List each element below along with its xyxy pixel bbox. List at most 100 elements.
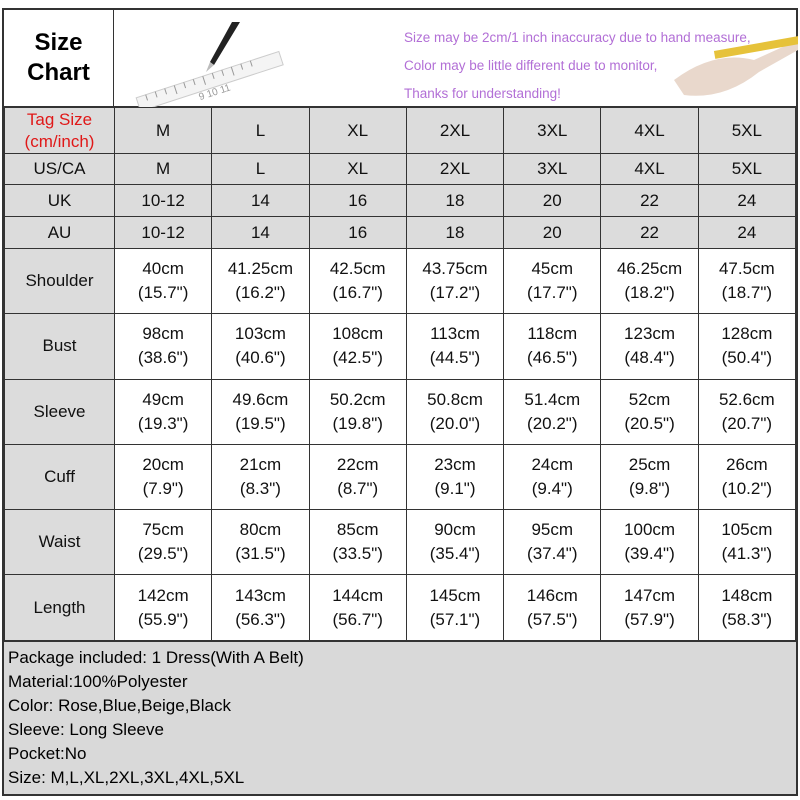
- measurement-cell: 50.8cm (20.0"): [405, 378, 505, 445]
- inch-value: (20.0"): [429, 413, 481, 433]
- row-label: Length: [4, 574, 115, 641]
- measurement-cell: 80cm (31.5"): [211, 509, 310, 576]
- size-cell: 22: [600, 184, 699, 217]
- inch-value: (57.9"): [624, 609, 675, 629]
- measurement-cell: 90cm (35.4"): [405, 509, 505, 576]
- cm-value: 118cm: [527, 324, 578, 344]
- measurement-row: Length 142cm (55.9") 143cm (56.3") 144cm (56.7…: [4, 574, 797, 641]
- inch-value: (50.4"): [721, 348, 773, 368]
- size-cell: 14: [211, 184, 310, 217]
- title-line: Chart: [27, 59, 90, 86]
- cm-value: 90cm: [434, 520, 476, 540]
- inch-value: (33.5"): [332, 544, 383, 564]
- inch-value: (19.3"): [137, 413, 189, 433]
- measurement-cell: 105cm (41.3"): [697, 509, 797, 576]
- row-label: AU: [4, 216, 115, 249]
- cm-value: 43.75cm: [422, 259, 488, 279]
- inch-value: (19.5"): [235, 413, 286, 433]
- measurement-cell: 49cm (19.3"): [113, 378, 213, 445]
- inch-value: (16.7"): [332, 283, 383, 303]
- inch-value: (20.5"): [624, 413, 675, 433]
- cm-value: 49.6cm: [232, 389, 289, 409]
- row-label: UK: [4, 184, 115, 217]
- inch-value: (20.7"): [721, 413, 773, 433]
- size-cell: 18: [405, 216, 505, 249]
- hand-icon: [674, 40, 798, 96]
- row-label: Waist: [4, 509, 115, 576]
- measurement-cell: 20cm (7.9"): [113, 443, 213, 511]
- cm-value: 95cm: [531, 520, 574, 540]
- region-row: UK 10-12 14 16 18 20 22 24: [4, 184, 797, 217]
- measurement-cell: 21cm (8.3"): [211, 443, 310, 511]
- cm-value: 144cm: [332, 585, 384, 605]
- inch-value: (42.5"): [332, 348, 383, 368]
- measurement-cell: 123cm (48.4"): [600, 313, 699, 380]
- cm-value: 142cm: [137, 585, 189, 605]
- inch-value: (9.1"): [434, 479, 476, 499]
- cm-value: 100cm: [624, 520, 676, 540]
- size-header: XL: [308, 107, 407, 154]
- inch-value: (10.2"): [721, 479, 773, 499]
- note: Thanks for understanding!: [404, 86, 561, 101]
- cm-value: 23cm: [434, 455, 476, 475]
- size-cell: 16: [308, 216, 407, 249]
- cm-value: 128cm: [721, 324, 773, 344]
- size-cell: 14: [211, 216, 310, 249]
- cm-value: 148cm: [721, 585, 773, 605]
- inch-value: (57.5"): [527, 609, 578, 629]
- inch-value: (44.5"): [429, 348, 481, 368]
- measurement-cell: 47.5cm (18.7"): [697, 247, 797, 315]
- size-header: 5XL: [697, 107, 797, 154]
- measurement-cell: 25cm (9.8"): [600, 443, 699, 511]
- cm-value: 85cm: [336, 520, 379, 540]
- size-cell: 10-12: [113, 216, 213, 249]
- measurement-cell: 23cm (9.1"): [405, 443, 505, 511]
- inch-value: (8.3"): [239, 479, 281, 499]
- inch-value: (20.2"): [527, 413, 578, 433]
- inch-value: (48.4"): [624, 348, 675, 368]
- measurement-cell: 22cm (8.7"): [308, 443, 407, 511]
- inch-value: (31.5"): [235, 544, 286, 564]
- size-cell: M: [113, 153, 213, 185]
- row-label: Sleeve: [4, 378, 115, 445]
- inch-value: (9.4"): [531, 479, 573, 499]
- cm-value: 40cm: [142, 259, 184, 279]
- measurement-cell: 41.25cm (16.2"): [211, 247, 310, 315]
- size-cell: XL: [308, 153, 407, 185]
- inch-value: (58.3"): [721, 609, 773, 629]
- product-details: Package included: 1 Dress(With A Belt) Ma…: [4, 640, 796, 794]
- row-label: Bust: [4, 313, 115, 380]
- row-label: Cuff: [4, 443, 115, 511]
- inch-value: (17.2"): [429, 283, 481, 303]
- measurement-cell: 142cm (55.9"): [113, 574, 213, 641]
- measurement-cell: 118cm (46.5"): [503, 313, 602, 380]
- measurement-cell: 108cm (42.5"): [308, 313, 407, 380]
- tag-label-line: Tag Size: [26, 109, 93, 129]
- cm-value: 41.25cm: [227, 259, 294, 279]
- inch-value: (35.4"): [429, 544, 481, 564]
- region-row: US/CA M L XL 2XL 3XL 4XL 5XL: [4, 153, 797, 185]
- row-label: US/CA: [4, 153, 115, 185]
- measurement-cell: 100cm (39.4"): [600, 509, 699, 576]
- cm-value: 25cm: [628, 455, 671, 475]
- row-label: Shoulder: [4, 247, 115, 315]
- cm-value: 103cm: [234, 324, 286, 344]
- inch-value: (56.3"): [235, 609, 286, 629]
- measurement-cell: 145cm (57.1"): [405, 574, 505, 641]
- cm-value: 50.2cm: [329, 389, 386, 409]
- cm-value: 20cm: [142, 455, 184, 475]
- size-cell: 22: [600, 216, 699, 249]
- disclaimer-notes: Size may be 2cm/1 inch inaccuracy due to…: [404, 24, 751, 108]
- size-cell: 10-12: [113, 184, 213, 217]
- size-chart: Size Chart 9 10 11 Size may be 2cm/1 inch…: [2, 8, 798, 796]
- note: Size may be 2cm/1 inch inaccuracy due to…: [404, 30, 751, 45]
- measurement-cell: 46.25cm (18.2"): [600, 247, 699, 315]
- detail-line: Package included: 1 Dress(With A Belt): [8, 647, 304, 667]
- size-header: 3XL: [503, 107, 602, 154]
- inch-value: (38.6"): [137, 348, 189, 368]
- cm-value: 147cm: [624, 585, 676, 605]
- detail-line: Color: Rose,Blue,Beige,Black: [8, 695, 232, 715]
- measurement-cell: 24cm (9.4"): [503, 443, 602, 511]
- measurement-cell: 49.6cm (19.5"): [211, 378, 310, 445]
- cm-value: 98cm: [142, 324, 184, 344]
